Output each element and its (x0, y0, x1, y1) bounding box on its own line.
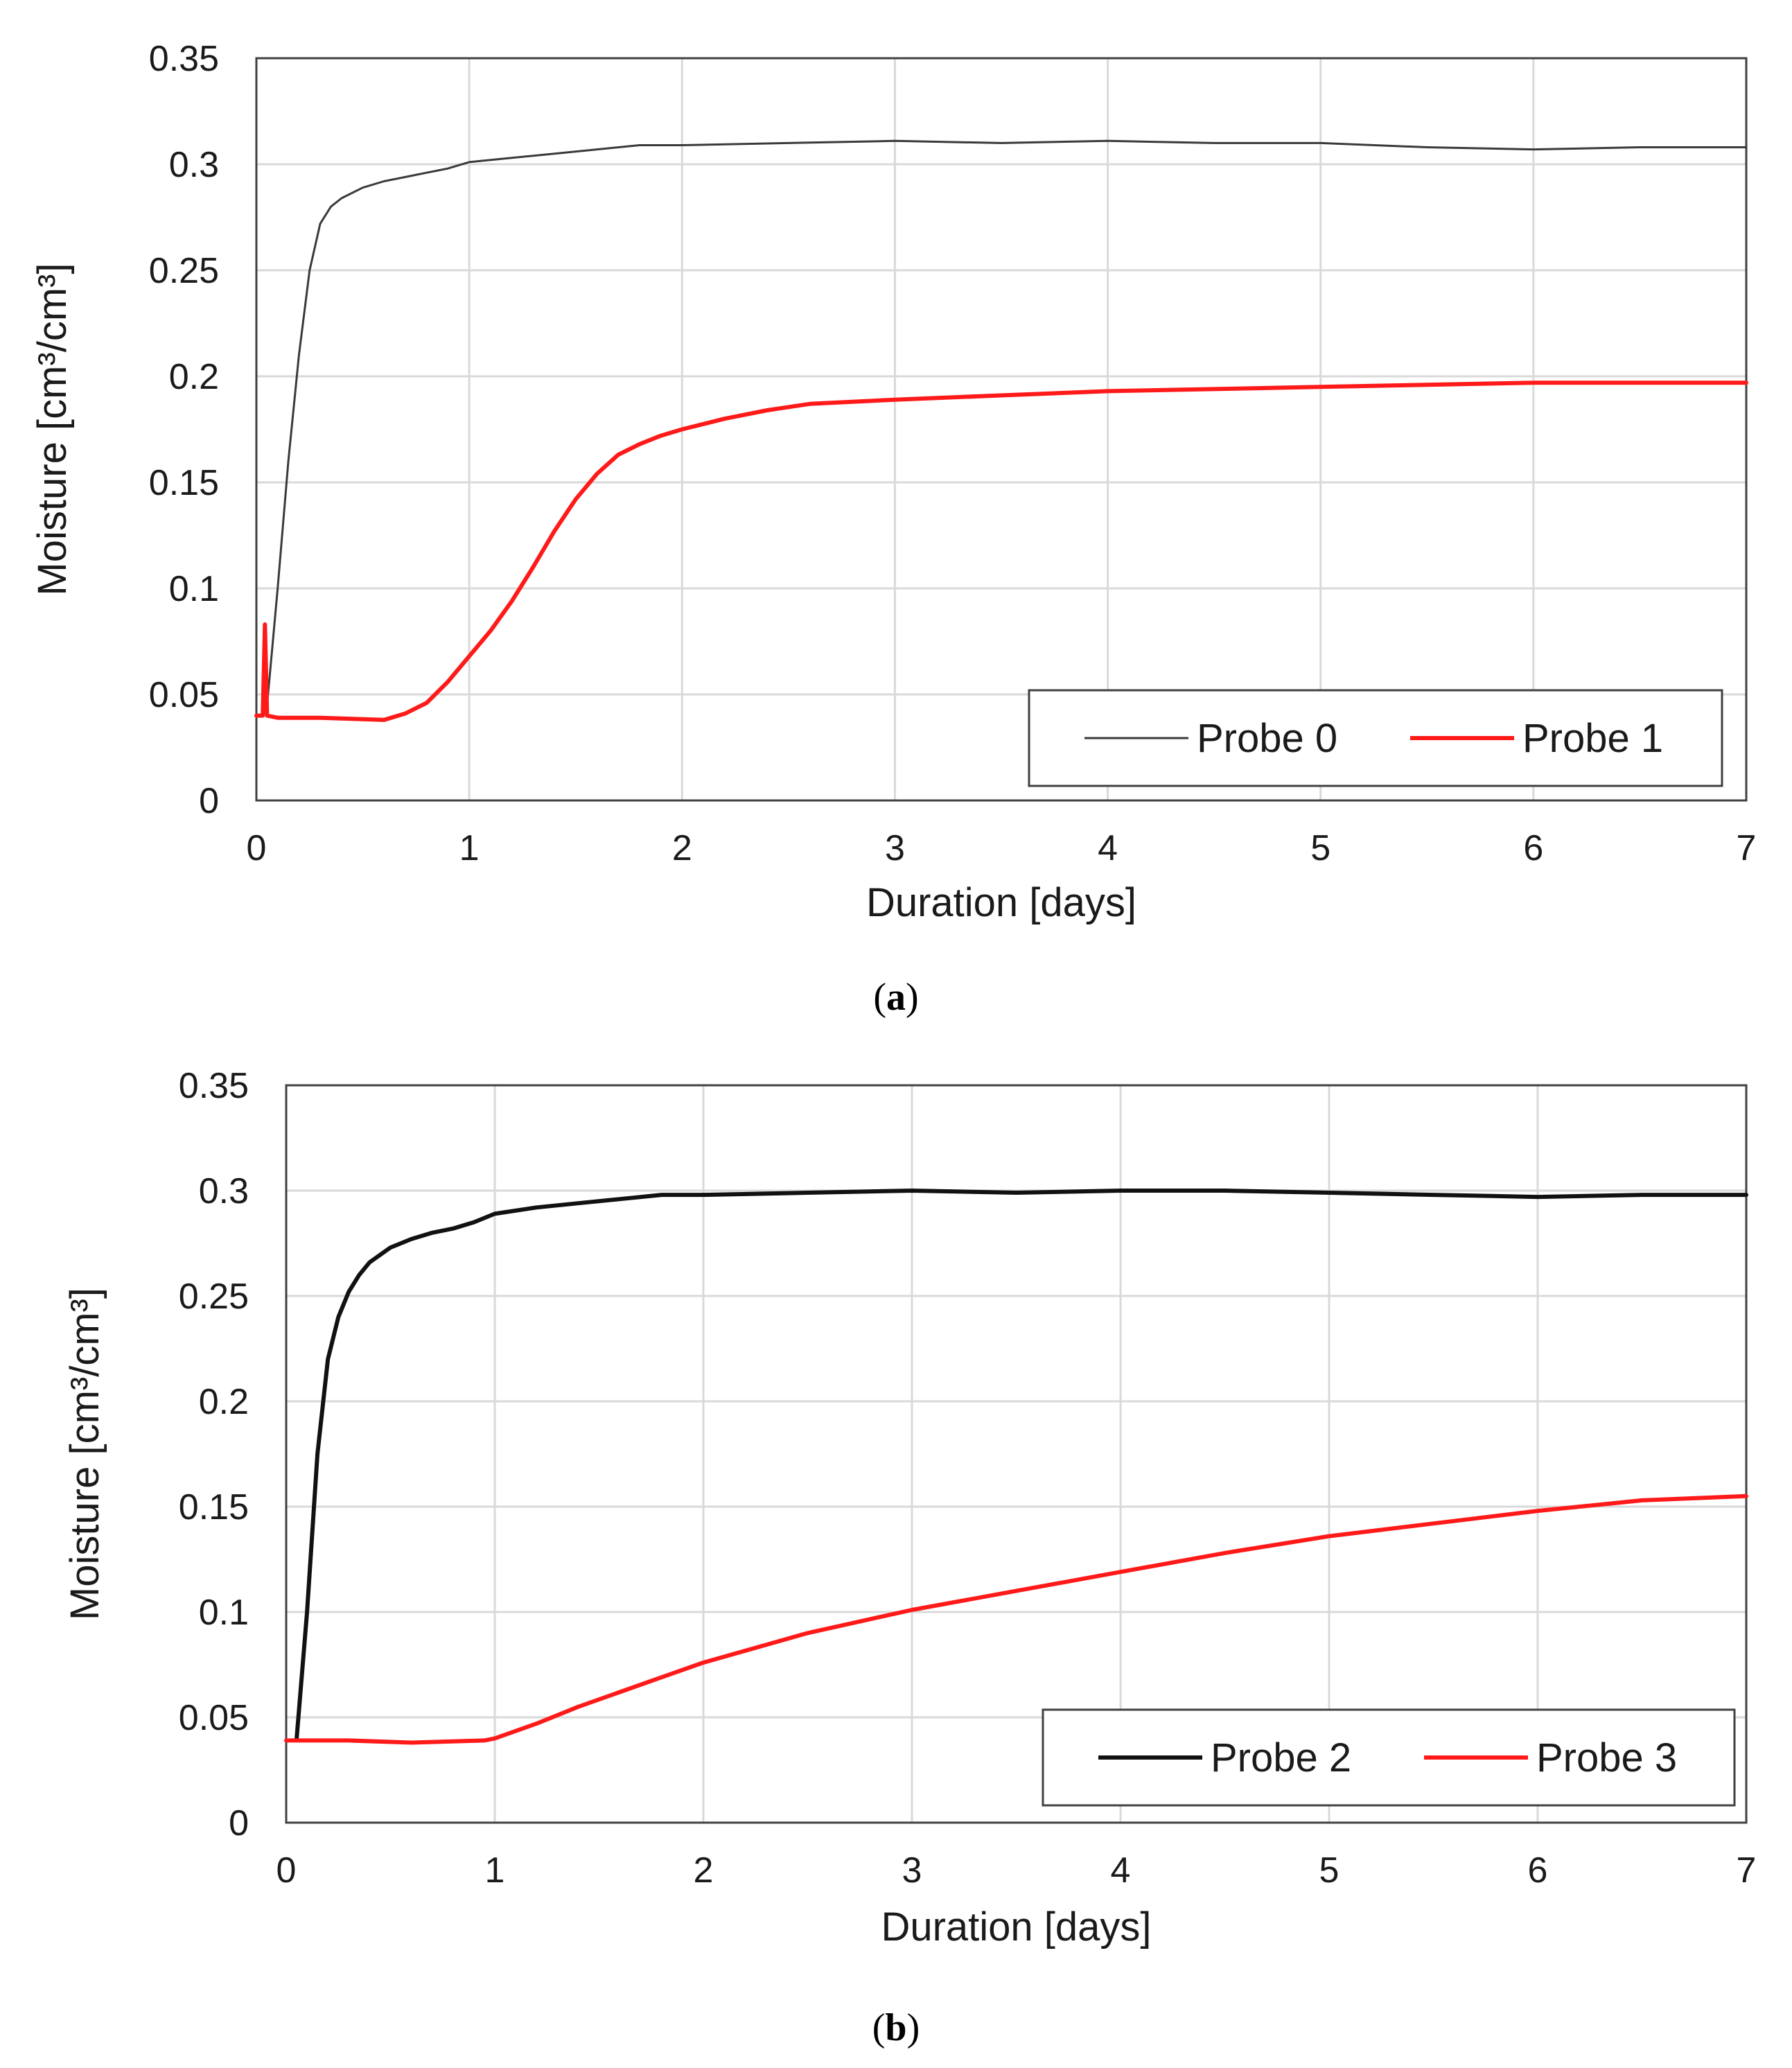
panel-caption: (b) (872, 2006, 920, 2049)
legend: Probe 2 Probe 3 (1042, 1708, 1736, 1807)
x-tick-label: 3 (902, 1850, 922, 1891)
y-tick-label: 0.35 (179, 1066, 249, 1106)
x-tick-label: 1 (485, 1850, 505, 1891)
y-tick-label: 0.3 (199, 1171, 249, 1211)
chart-panel-b: 0 1 2 3 4 5 6 7 0 0.05 0.1 0.15 0.2 0.25 0.3 0.35 Durati… (62, 1066, 1756, 2049)
y-tick-label: 0.25 (149, 251, 219, 291)
x-tick-label: 7 (1737, 1850, 1757, 1891)
legend-label-probe-0: Probe 0 (1197, 716, 1337, 761)
y-tick-label: 0.1 (169, 569, 219, 609)
y-tick-label: 0.2 (199, 1382, 249, 1422)
x-tick-label: 2 (694, 1850, 714, 1891)
chart-panel-a: 0 1 2 3 4 5 6 7 0 0.05 0.1 0.15 0.2 0.25 0.3 0.35 Durati… (30, 39, 1756, 1019)
y-tick-label: 0.3 (169, 145, 219, 185)
y-axis-title: Moisture [cm³/cm³] (62, 1288, 107, 1620)
y-tick-label: 0.15 (149, 463, 219, 503)
legend-label-probe-3: Probe 3 (1536, 1735, 1677, 1780)
x-tick-label: 1 (459, 828, 480, 868)
y-tick-label: 0.15 (179, 1487, 249, 1527)
legend: Probe 0 Probe 1 (1028, 689, 1723, 787)
series-line-probe-2 (295, 1189, 1748, 1741)
x-tick-label: 4 (1098, 828, 1118, 868)
y-tick-label: 0.1 (199, 1593, 249, 1633)
plot-area-frame (285, 1084, 1748, 1824)
x-tick-label: 5 (1310, 828, 1330, 868)
x-tick-label: 6 (1523, 828, 1543, 868)
y-tick-label: 0.35 (149, 39, 219, 79)
series-line-probe-1 (254, 380, 1748, 722)
series-line-probe-3 (284, 1493, 1748, 1745)
legend-label-probe-1: Probe 1 (1522, 716, 1663, 761)
x-tick-label: 3 (885, 828, 905, 868)
y-tick-label: 0.05 (179, 1698, 249, 1738)
y-axis-title: Moisture [cm³/cm³] (30, 263, 75, 595)
x-tick-label: 5 (1319, 1850, 1339, 1891)
x-tick-label: 7 (1737, 828, 1757, 868)
plot-area-frame (255, 57, 1748, 802)
x-tick-label: 6 (1528, 1850, 1548, 1891)
x-axis-title: Duration [days] (866, 880, 1136, 925)
series-line-probe-0 (259, 139, 1748, 717)
y-tick-label: 0 (199, 781, 219, 821)
y-tick-label: 0.25 (179, 1277, 249, 1317)
x-axis-title: Duration [days] (881, 1904, 1151, 1949)
y-tick-label: 0 (229, 1803, 249, 1843)
y-tick-label: 0.05 (149, 675, 219, 715)
legend-label-probe-2: Probe 2 (1211, 1735, 1351, 1780)
x-tick-label: 4 (1111, 1850, 1131, 1891)
panel-caption: (a) (873, 976, 918, 1019)
x-tick-label: 0 (247, 828, 267, 868)
x-tick-label: 2 (672, 828, 692, 868)
y-tick-label: 0.2 (169, 357, 219, 397)
x-tick-label: 0 (276, 1850, 297, 1891)
